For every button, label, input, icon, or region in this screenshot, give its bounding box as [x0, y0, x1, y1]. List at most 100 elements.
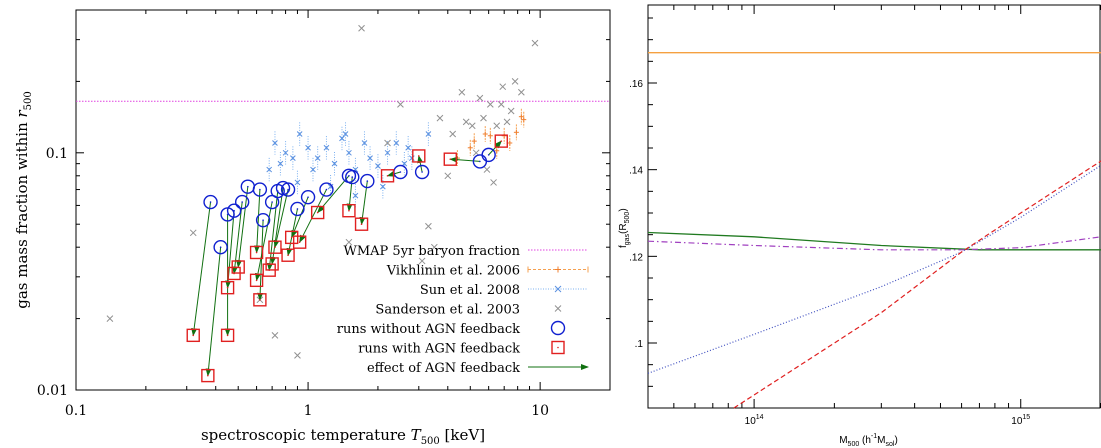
sun-point	[342, 122, 349, 146]
sun-marker	[361, 140, 368, 146]
sun-point	[367, 146, 373, 170]
sanderson-point	[511, 78, 519, 85]
sun-point	[266, 157, 273, 182]
legend-label: Vikhlinin et al. 2006	[386, 264, 520, 279]
no-agn-point	[240, 179, 256, 194]
sun-marker	[305, 144, 311, 151]
no-agn-dot	[259, 188, 261, 191]
sanderson-point	[480, 114, 487, 122]
sun-marker	[266, 166, 273, 173]
y-tick-label: .14	[629, 166, 643, 177]
left-x-axis-label: spectroscopic temperature T500 [keV]	[201, 426, 485, 447]
no-agn-dot	[247, 185, 249, 188]
no-agn-circle	[319, 182, 334, 197]
y-tick-label: 0.1	[46, 146, 68, 162]
sanderson-point	[397, 101, 404, 108]
series-line-dashed	[733, 160, 1101, 409]
agn-dot	[290, 236, 293, 239]
agn-square	[220, 328, 235, 343]
x-tick-label: 1	[304, 403, 313, 419]
series-line-dotted	[647, 164, 1101, 374]
agn-dot	[207, 374, 209, 377]
cross-stroke	[436, 114, 444, 122]
cross-stroke	[358, 24, 365, 32]
no-agn-circle	[234, 194, 250, 210]
agn-square	[265, 257, 279, 271]
no-agn-point	[481, 147, 496, 163]
no-agn-dot	[233, 209, 235, 212]
legend-symbol	[554, 305, 562, 312]
no-agn-point	[203, 194, 218, 210]
no-agn-circle	[481, 147, 496, 163]
legend-symbol	[551, 340, 565, 355]
cross-stroke	[518, 88, 525, 96]
agn-point	[412, 149, 426, 163]
right-series-lines	[647, 52, 1101, 409]
no-agn-circle	[280, 182, 296, 197]
sanderson-point	[476, 94, 484, 102]
agn-dot	[316, 211, 319, 214]
sun-point	[346, 141, 352, 165]
no-agn-point	[280, 182, 296, 197]
sun-marker	[367, 155, 373, 161]
agn-square	[249, 245, 264, 260]
y-tick-label: 0.01	[37, 383, 68, 399]
no-agn-point	[345, 169, 360, 185]
legend-symbol	[554, 285, 562, 293]
agn-point	[284, 230, 299, 245]
agn-point	[268, 240, 282, 254]
sun-marker	[314, 155, 321, 161]
agn-dot	[255, 251, 258, 254]
no-agn-circle	[300, 189, 316, 205]
agn-dot	[274, 246, 276, 248]
agn-dot	[287, 254, 289, 257]
sanderson-point	[497, 101, 505, 108]
agn-dot	[360, 223, 363, 226]
agn-dot	[348, 209, 350, 212]
sanderson-point	[531, 39, 539, 47]
no-agn-dot	[351, 176, 354, 178]
sun-point	[361, 131, 368, 155]
sun-point	[282, 141, 289, 165]
sun-point	[339, 126, 345, 151]
sun-marker	[310, 166, 316, 173]
sun-marker	[339, 135, 345, 142]
agn-point	[281, 248, 295, 262]
left-chart-panel: 0.1 1 10 0.01 0.1 WMAP 5yr baryon fraction Vi…	[13, 9, 611, 447]
cross-stroke	[497, 101, 505, 108]
agn-square	[220, 280, 235, 295]
legend-entry: Vikhlinin et al. 2006	[386, 264, 589, 279]
sun-point	[310, 157, 316, 182]
no-agn-dot	[487, 154, 490, 156]
no-agn-point	[360, 173, 375, 189]
sanderson-point	[294, 351, 301, 359]
cross-stroke	[511, 78, 519, 85]
x-tick-label: 1015	[1011, 414, 1030, 427]
vikhlinin-point	[521, 111, 527, 128]
agn-square	[249, 273, 264, 288]
no-agn-dot	[348, 174, 350, 177]
no-agn-circle	[255, 212, 271, 228]
no-agn-dot	[307, 196, 309, 198]
sanderson-point	[458, 88, 466, 96]
agn-square	[201, 368, 215, 383]
no-agn-dot	[421, 171, 423, 173]
vikhlinin-point	[487, 127, 493, 144]
sanderson-point	[493, 122, 501, 130]
sanderson-point	[518, 88, 525, 96]
sanderson-point	[483, 166, 491, 173]
cross-stroke	[503, 118, 511, 126]
sun-marker	[408, 155, 415, 161]
sanderson-point	[106, 315, 114, 322]
cross-stroke	[476, 94, 484, 102]
legend-label: WMAP 5yr baryon fraction	[343, 244, 520, 259]
agn-square	[494, 134, 508, 148]
cross-stroke	[384, 139, 391, 147]
left-plot-frame	[75, 9, 611, 391]
sun-point	[294, 170, 301, 195]
cross-stroke	[430, 243, 438, 251]
no-agn-circle	[252, 182, 268, 197]
legend-label: Sun et al. 2008	[420, 283, 520, 298]
vikhlinin-point	[513, 124, 519, 141]
